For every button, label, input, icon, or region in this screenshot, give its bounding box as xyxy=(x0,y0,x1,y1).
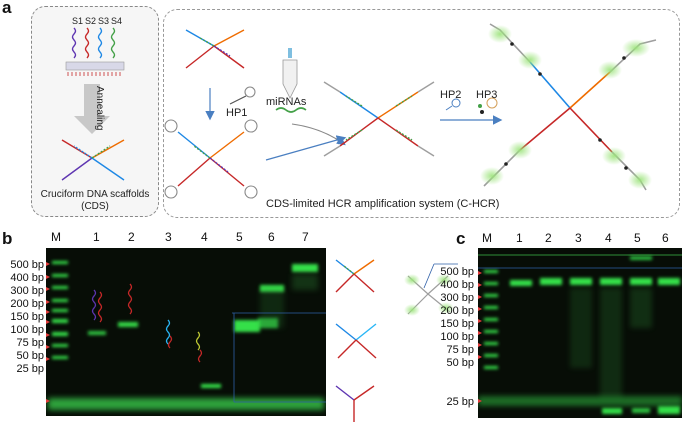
gel-b xyxy=(46,248,326,416)
gel-c-ladder-200: 200 bp xyxy=(440,305,474,317)
gel-c-lane-6: 6 xyxy=(662,231,669,245)
hp1-label: HP1 xyxy=(226,107,248,119)
mirnas-label: miRNAs xyxy=(266,96,307,108)
gel-b-lane-2: 2 xyxy=(128,230,135,244)
gel-c-bands xyxy=(478,254,682,414)
panel-a-diagram xyxy=(61,23,657,199)
gel-b-ladder-50: 50 bp xyxy=(16,350,44,362)
gel-c-ladder-400: 400 bp xyxy=(440,279,474,291)
hp2-label: HP2 xyxy=(440,89,462,101)
gel-b-ladder-200: 200 bp xyxy=(10,298,44,310)
gel-c-lane-4: 4 xyxy=(605,231,612,245)
cds-caption: Cruciform DNA scaffolds xyxy=(40,189,150,200)
c-hcr-box xyxy=(163,9,680,218)
gel-b-ladder-75: 75 bp xyxy=(16,337,44,349)
gel-c-ladder-50: 50 bp xyxy=(446,357,474,369)
c-hcr-product xyxy=(480,23,657,191)
gel-c-lane-2: 2 xyxy=(545,231,552,245)
cds-mirna xyxy=(323,81,435,157)
gel-b-bands xyxy=(46,261,326,410)
gel-b-lane-5: 5 xyxy=(236,230,243,244)
gel-b-lane-4: 4 xyxy=(201,230,208,244)
gel-c-ladder-25: 25 bp xyxy=(446,396,474,408)
gel-b-ladder-300: 300 bp xyxy=(10,285,44,297)
gel-c-ladder-500: 500 bp xyxy=(440,266,474,278)
cds-abbrev: (CDS) xyxy=(81,201,109,212)
gel-c-lane-3: 3 xyxy=(575,231,582,245)
cds-small xyxy=(61,139,125,181)
gel-b-lane-7: 7 xyxy=(302,230,309,244)
cds-top xyxy=(185,29,245,69)
strand-label-s4: S4 xyxy=(111,16,123,26)
cds-hp1 xyxy=(164,119,258,199)
gel-b-ladder-100: 100 bp xyxy=(10,324,44,336)
gel-c-ladder-150: 150 bp xyxy=(440,318,474,330)
strand-label-s2: S2 xyxy=(85,16,97,26)
gel-b-ladder-150: 150 bp xyxy=(10,311,44,323)
annealing-arrow xyxy=(74,84,110,134)
gel-c-ladder-300: 300 bp xyxy=(440,292,474,304)
gel-b-lane-3: 3 xyxy=(165,230,172,244)
strand-s1 xyxy=(71,27,116,59)
gel-b-lane-6: 6 xyxy=(268,230,275,244)
strand-label-s1: S1 xyxy=(72,16,84,26)
system-caption: CDS-limited HCR amplification system (C-… xyxy=(266,198,500,210)
strand-label-s3: S3 xyxy=(98,16,110,26)
gel-b-ladder-25: 25 bp xyxy=(16,363,44,375)
gel-c-lane-5: 5 xyxy=(634,231,641,245)
gel-c-lane-m: M xyxy=(482,231,492,245)
panel-a-letter: a xyxy=(2,0,12,17)
gel-c-ladder-75: 75 bp xyxy=(446,344,474,356)
gel-b-ladder-400: 400 bp xyxy=(10,272,44,284)
gel-b-ladder-500: 500 bp xyxy=(10,259,44,271)
structure-icons xyxy=(335,259,458,422)
gel-c xyxy=(478,248,682,418)
panel-c-letter: c xyxy=(456,229,466,248)
gel-c-lane-1: 1 xyxy=(516,231,523,245)
gel-c-ladder-100: 100 bp xyxy=(440,331,474,343)
panel-b-letter: b xyxy=(2,229,13,248)
gel-b-lane-m: M xyxy=(51,230,61,244)
hp3-label: HP3 xyxy=(476,89,498,101)
gel-b-lane-1: 1 xyxy=(93,230,100,244)
gel-b-lane-labels xyxy=(46,228,326,244)
tube-icon xyxy=(282,59,298,99)
annealing-label: Annealing xyxy=(94,86,105,131)
